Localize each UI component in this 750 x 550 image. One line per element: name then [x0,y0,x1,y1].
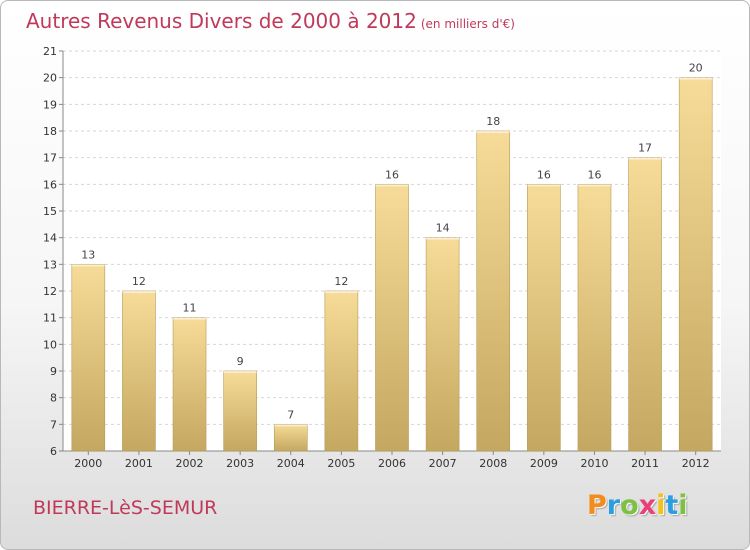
logo-letter: t [665,490,679,521]
bar-highlight [122,291,156,293]
y-tick-label: 19 [43,98,57,111]
labels: 6 7 8 9 10 11 12 13 14 15 16 17 18 19 20 21 13 2000 12 2001… [43,45,710,470]
y-tick-label: 15 [43,205,57,218]
bar-highlight [324,291,358,293]
x-tick-label: 2003 [226,457,254,470]
x-tick-label: 2009 [530,457,558,470]
bar-highlight [71,264,105,267]
bar [425,237,460,452]
y-tick-label: 14 [43,232,57,245]
bar-value-label: 11 [183,302,197,315]
bar [172,317,207,452]
bar [324,290,359,452]
bar-value-label: 13 [81,248,95,261]
logo-letter: P [587,490,607,521]
bar [273,424,308,452]
y-tick-label: 6 [50,445,57,458]
x-tick-label: 2006 [378,457,406,470]
y-tick-label: 13 [43,258,57,271]
x-tick-label: 2008 [479,457,507,470]
y-tick-label: 11 [43,312,57,325]
logo-letter: r [606,490,621,521]
x-tick-label: 2012 [682,457,710,470]
x-tick-label: 2004 [277,457,305,470]
bar-highlight [679,77,713,80]
bar-value-label: 14 [436,222,450,235]
logo-letter: i [678,490,688,521]
y-tick-label: 21 [43,45,57,58]
bar-highlight [426,237,460,240]
y-tick-label: 7 [50,418,57,431]
bar-value-label: 20 [689,62,703,75]
bar-value-label: 9 [237,355,244,368]
x-tick-label: 2000 [74,457,102,470]
y-tick-label: 12 [43,285,57,298]
x-tick-label: 2010 [580,457,608,470]
y-tick-label: 17 [43,152,57,165]
bar [678,77,713,452]
chart-title: Autres Revenus Divers de 2000 à 2012 (en … [26,9,515,33]
bar-value-label: 18 [486,115,500,128]
bar-highlight [476,131,510,133]
x-tick-label: 2001 [125,457,153,470]
proxiti-logo[interactable]: Proxiti [587,490,688,521]
y-tick-label: 8 [50,392,57,405]
bar-highlight [527,184,561,187]
bar [375,184,409,452]
y-tick-label: 18 [43,125,57,138]
logo-letter: i [656,490,666,521]
bar-value-label: 17 [638,142,652,155]
x-tick-label: 2007 [429,457,457,470]
bar [628,157,662,452]
bars [71,77,713,452]
bar-value-label: 12 [132,275,146,288]
logo-letter: x [638,490,657,521]
bar-highlight [628,157,662,160]
bar-highlight [223,371,257,373]
x-tick-label: 2005 [327,457,355,470]
bar [476,130,511,452]
bar-highlight [577,184,611,187]
x-tick-label: 2002 [176,457,204,470]
bar-highlight [375,184,409,187]
bar [223,370,257,452]
bar-highlight [173,317,207,320]
chart-title-text: Autres Revenus Divers de 2000 à 2012 [26,9,417,33]
logo-letter: o [620,490,639,521]
chart-subtitle: (en milliers d'€) [420,17,515,31]
y-tick-label: 9 [50,365,57,378]
commune-name: BIERRE-LèS-SEMUR [33,497,218,519]
bar-value-label: 12 [334,275,348,288]
bar-value-label: 16 [537,168,551,181]
y-tick-label: 16 [43,178,57,191]
bar [527,184,561,452]
bar-value-label: 16 [587,168,601,181]
bar-highlight [274,424,308,427]
y-tick-label: 10 [43,338,57,351]
bar-value-label: 16 [385,168,399,181]
bar [71,264,106,452]
bar [122,290,156,452]
bar [577,184,612,452]
x-tick-label: 2011 [631,457,659,470]
bar-value-label: 7 [287,408,294,421]
y-tick-label: 20 [43,72,57,85]
